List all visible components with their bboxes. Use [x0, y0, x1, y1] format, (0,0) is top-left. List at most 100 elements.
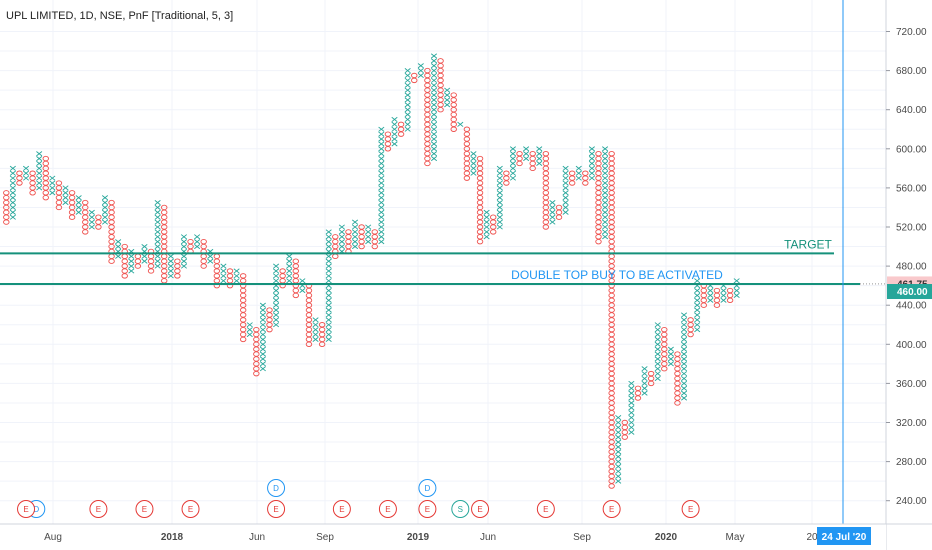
- x-box: [378, 175, 385, 181]
- x-box: [325, 312, 332, 318]
- pnf-column-x: [667, 346, 674, 367]
- event-marker-e[interactable]: E: [267, 500, 286, 518]
- x-box: [588, 146, 595, 152]
- pnf-column-o: [595, 150, 602, 245]
- x-box: [312, 317, 319, 323]
- x-box: [602, 200, 609, 206]
- x-box: [154, 253, 161, 259]
- o-box: [397, 121, 405, 128]
- x-box: [575, 165, 582, 171]
- event-marker-e[interactable]: E: [378, 500, 397, 518]
- x-box: [628, 380, 635, 386]
- event-marker-d[interactable]: D: [267, 479, 286, 497]
- pnf-column-o: [95, 214, 102, 230]
- pnf-column-x: [680, 312, 688, 401]
- x-box: [9, 204, 16, 211]
- x-box: [312, 322, 319, 328]
- x-box: [325, 278, 332, 284]
- x-box: [180, 234, 187, 240]
- event-marker-e[interactable]: E: [181, 500, 200, 518]
- y-tick-label: 520.00: [896, 223, 927, 234]
- x-box: [615, 449, 622, 455]
- x-box: [9, 180, 16, 186]
- event-marker-e[interactable]: E: [681, 500, 700, 518]
- x-box: [680, 346, 688, 352]
- y-tick-label: 680.00: [896, 66, 927, 77]
- x-box: [654, 351, 661, 357]
- x-box: [694, 292, 701, 298]
- pnf-column-o: [187, 238, 194, 255]
- y-tick-label: 240.00: [896, 496, 927, 507]
- o-box: [437, 58, 444, 64]
- event-marker-e[interactable]: E: [471, 500, 490, 518]
- x-box: [351, 229, 359, 235]
- event-marker-e[interactable]: E: [332, 500, 351, 518]
- event-letter: E: [188, 505, 193, 514]
- pnf-column-o: [713, 287, 721, 308]
- x-box: [667, 361, 674, 367]
- x-box: [602, 160, 609, 167]
- x-box: [602, 195, 609, 201]
- o-box: [568, 170, 576, 176]
- x-box: [680, 375, 688, 382]
- x-box: [180, 258, 187, 264]
- x-box: [680, 395, 688, 401]
- o-box: [713, 287, 721, 294]
- o-box: [318, 322, 326, 328]
- x-box: [562, 175, 569, 181]
- x-box: [378, 131, 385, 137]
- event-marker-e[interactable]: E: [17, 500, 36, 518]
- event-circle: [602, 500, 621, 518]
- pnf-column-o: [305, 282, 313, 347]
- o-box: [503, 170, 510, 176]
- x-box: [483, 219, 490, 225]
- x-box: [483, 214, 490, 220]
- x-box: [430, 53, 438, 59]
- pnf-column-o: [568, 170, 576, 186]
- pnf-column-o: [621, 419, 629, 440]
- x-box: [378, 185, 385, 191]
- event-marker-e[interactable]: E: [418, 500, 437, 518]
- event-marker-e[interactable]: E: [135, 500, 154, 518]
- x-box: [391, 141, 398, 147]
- event-marker-d[interactable]: D: [418, 479, 437, 497]
- x-box: [680, 371, 688, 377]
- x-box: [615, 463, 622, 470]
- x-box: [286, 273, 293, 279]
- x-tick-label: Aug: [44, 532, 62, 543]
- x-box: [694, 317, 701, 323]
- event-marker-e[interactable]: E: [602, 500, 621, 518]
- x-box: [444, 102, 451, 108]
- event-marker-e[interactable]: E: [536, 500, 555, 518]
- event-marker-e[interactable]: E: [89, 500, 108, 518]
- x-box: [154, 224, 161, 230]
- x-box: [615, 468, 622, 474]
- event-circle: [332, 500, 351, 518]
- x-box: [233, 273, 240, 279]
- x-box: [233, 268, 240, 274]
- x-box: [417, 63, 424, 69]
- pnf-column-x: [365, 224, 372, 245]
- o-box: [253, 326, 260, 333]
- x-box: [562, 209, 569, 215]
- x-box: [654, 336, 661, 342]
- x-box: [654, 375, 661, 382]
- x-box: [378, 239, 385, 245]
- x-box: [628, 429, 635, 435]
- x-box: [220, 268, 227, 274]
- x-box: [378, 229, 385, 235]
- x-box: [273, 317, 280, 323]
- x-box: [536, 156, 543, 162]
- x-box: [312, 336, 319, 342]
- pnf-column-o: [397, 121, 405, 137]
- event-marker-s[interactable]: S: [451, 500, 470, 518]
- x-box: [325, 331, 332, 338]
- x-box: [615, 419, 622, 426]
- x-box: [273, 322, 280, 328]
- pnf-column-o: [55, 180, 63, 211]
- x-box: [220, 263, 227, 269]
- pnf-column-o: [634, 385, 642, 401]
- x-box: [141, 243, 148, 250]
